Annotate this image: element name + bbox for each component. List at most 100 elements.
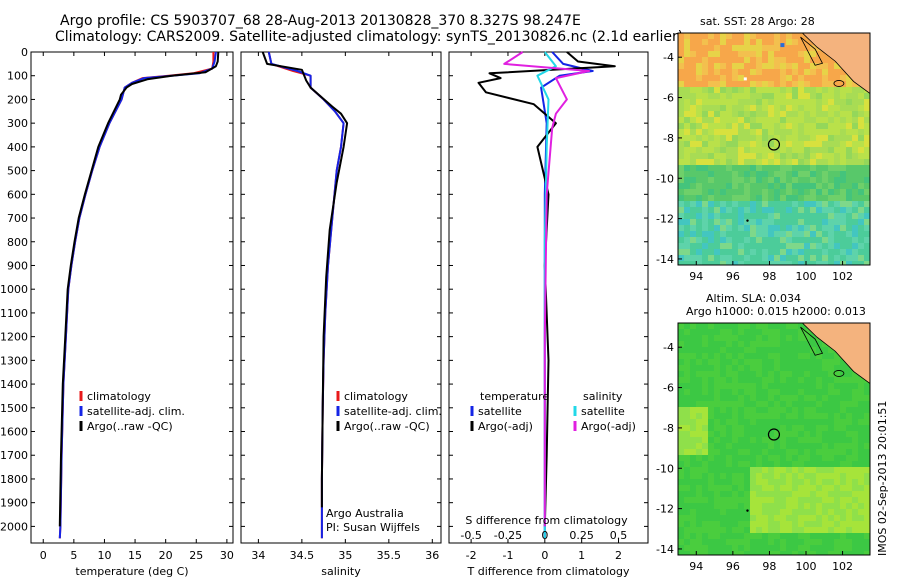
sla-map-cell: [834, 485, 840, 491]
sla-map-cell: [750, 467, 756, 473]
sla-map-cell: [684, 491, 690, 497]
temperature-axes-box: [30, 51, 234, 544]
sst-map-cell: [828, 117, 834, 123]
sla-map-cell: [828, 497, 834, 503]
sla-map-cell: [690, 425, 696, 431]
sst-map-cell: [810, 189, 816, 195]
sla-map-cell: [696, 545, 702, 551]
sla-map-cell: [864, 473, 870, 479]
sla-map-cell: [714, 545, 720, 551]
sla-map-cell: [846, 461, 852, 467]
sst-map-cell: [774, 225, 780, 231]
sla-map-cell: [822, 389, 828, 395]
sst-map-cell: [846, 117, 852, 123]
sla-map-cell: [714, 479, 720, 485]
sst-map-cell: [786, 177, 792, 183]
sla-map-cell: [732, 407, 738, 413]
sst-map-cell: [762, 171, 768, 177]
sst-map-cell: [720, 87, 726, 93]
sla-map-cell: [690, 419, 696, 425]
sla-map-cell: [798, 401, 804, 407]
sla-map-cell: [810, 395, 816, 401]
sla-map-cell: [852, 497, 858, 503]
sst-map-cell: [798, 195, 804, 201]
sla-map-cell: [816, 533, 822, 539]
sla-map-cell: [828, 509, 834, 515]
sst-map-cell: [858, 177, 864, 183]
sla-map-cell: [792, 467, 798, 473]
sst-map-cell: [816, 159, 822, 165]
sst-map-island-enggano: [833, 80, 845, 87]
sla-map-cell: [804, 359, 810, 365]
depth-tick-label: 500: [7, 165, 28, 178]
sla-map-cell: [816, 467, 822, 473]
salinity-xtick-label: 36: [425, 549, 439, 562]
sst-map-cell: [816, 171, 822, 177]
sla-map-cell: [774, 377, 780, 383]
sst-map-cell: [720, 213, 726, 219]
sla-map-cell: [816, 365, 822, 371]
sst-map-cell: [810, 213, 816, 219]
sla-map-cell: [816, 377, 822, 383]
sst-map-cell: [744, 87, 750, 93]
sst-map-cell: [720, 183, 726, 189]
sst-map-cell: [792, 237, 798, 243]
sla-map-cell: [864, 431, 870, 437]
sla-map-cell: [834, 353, 840, 359]
sla-map-cell: [846, 509, 852, 515]
sst-map-cell: [834, 123, 840, 129]
sla-map-cell: [780, 329, 786, 335]
sst-map-cell: [780, 207, 786, 213]
sla-map-cell: [762, 539, 768, 545]
depth-tick-label: 1000: [0, 283, 28, 296]
sst-map-cell: [774, 69, 780, 75]
sla-map-cell: [738, 533, 744, 539]
sst-map-cell: [792, 129, 798, 135]
sst-map-cell: [858, 93, 864, 99]
salinity-xtick-label: 35: [338, 549, 352, 562]
sst-map-cell: [726, 159, 732, 165]
sst-map-cell: [690, 33, 696, 39]
sst-map-cell: [690, 87, 696, 93]
sla-map-cell: [828, 473, 834, 479]
sst-map-cell: [696, 33, 702, 39]
sst-map-cell: [762, 219, 768, 225]
sla-map-ytick-label: -8: [663, 422, 674, 435]
sla-map-cell: [804, 443, 810, 449]
sla-map-cell: [792, 371, 798, 377]
sla-map-cell: [678, 545, 684, 551]
sst-map-cell: [852, 165, 858, 171]
sla-map-cell: [828, 485, 834, 491]
sla-map-cell: [762, 377, 768, 383]
sst-map-cell: [810, 75, 816, 81]
sst-map-cell: [756, 261, 762, 265]
sst-map-cell: [810, 231, 816, 237]
sst-map-cell: [678, 177, 684, 183]
sst-map-cell: [714, 183, 720, 189]
sla-map-cell: [690, 467, 696, 473]
sst-map-cell: [804, 225, 810, 231]
sla-map-cell: [702, 473, 708, 479]
sst-map-cell: [738, 225, 744, 231]
sla-map-cell: [792, 365, 798, 371]
sla-map-cell: [816, 383, 822, 389]
sla-map-cell: [726, 551, 732, 555]
sla-map-cell: [786, 323, 792, 329]
sst-map-cell: [732, 63, 738, 69]
sla-map-cell: [852, 371, 858, 377]
sla-map-cell: [720, 413, 726, 419]
sst-map-cell: [768, 189, 774, 195]
sst-map-cell: [816, 69, 822, 75]
sla-map-cell: [858, 425, 864, 431]
sst-map-cell: [696, 57, 702, 63]
sst-map-cell: [714, 57, 720, 63]
sst-map-cell: [804, 249, 810, 255]
sst-map-cell: [678, 117, 684, 123]
sst-map-cell: [840, 231, 846, 237]
sst-map-cell: [798, 213, 804, 219]
sst-map-cell: [762, 225, 768, 231]
sst-map-cell: [816, 195, 822, 201]
sla-map-cell: [828, 371, 834, 377]
sst-map-cell: [696, 135, 702, 141]
sla-map-cell: [738, 473, 744, 479]
